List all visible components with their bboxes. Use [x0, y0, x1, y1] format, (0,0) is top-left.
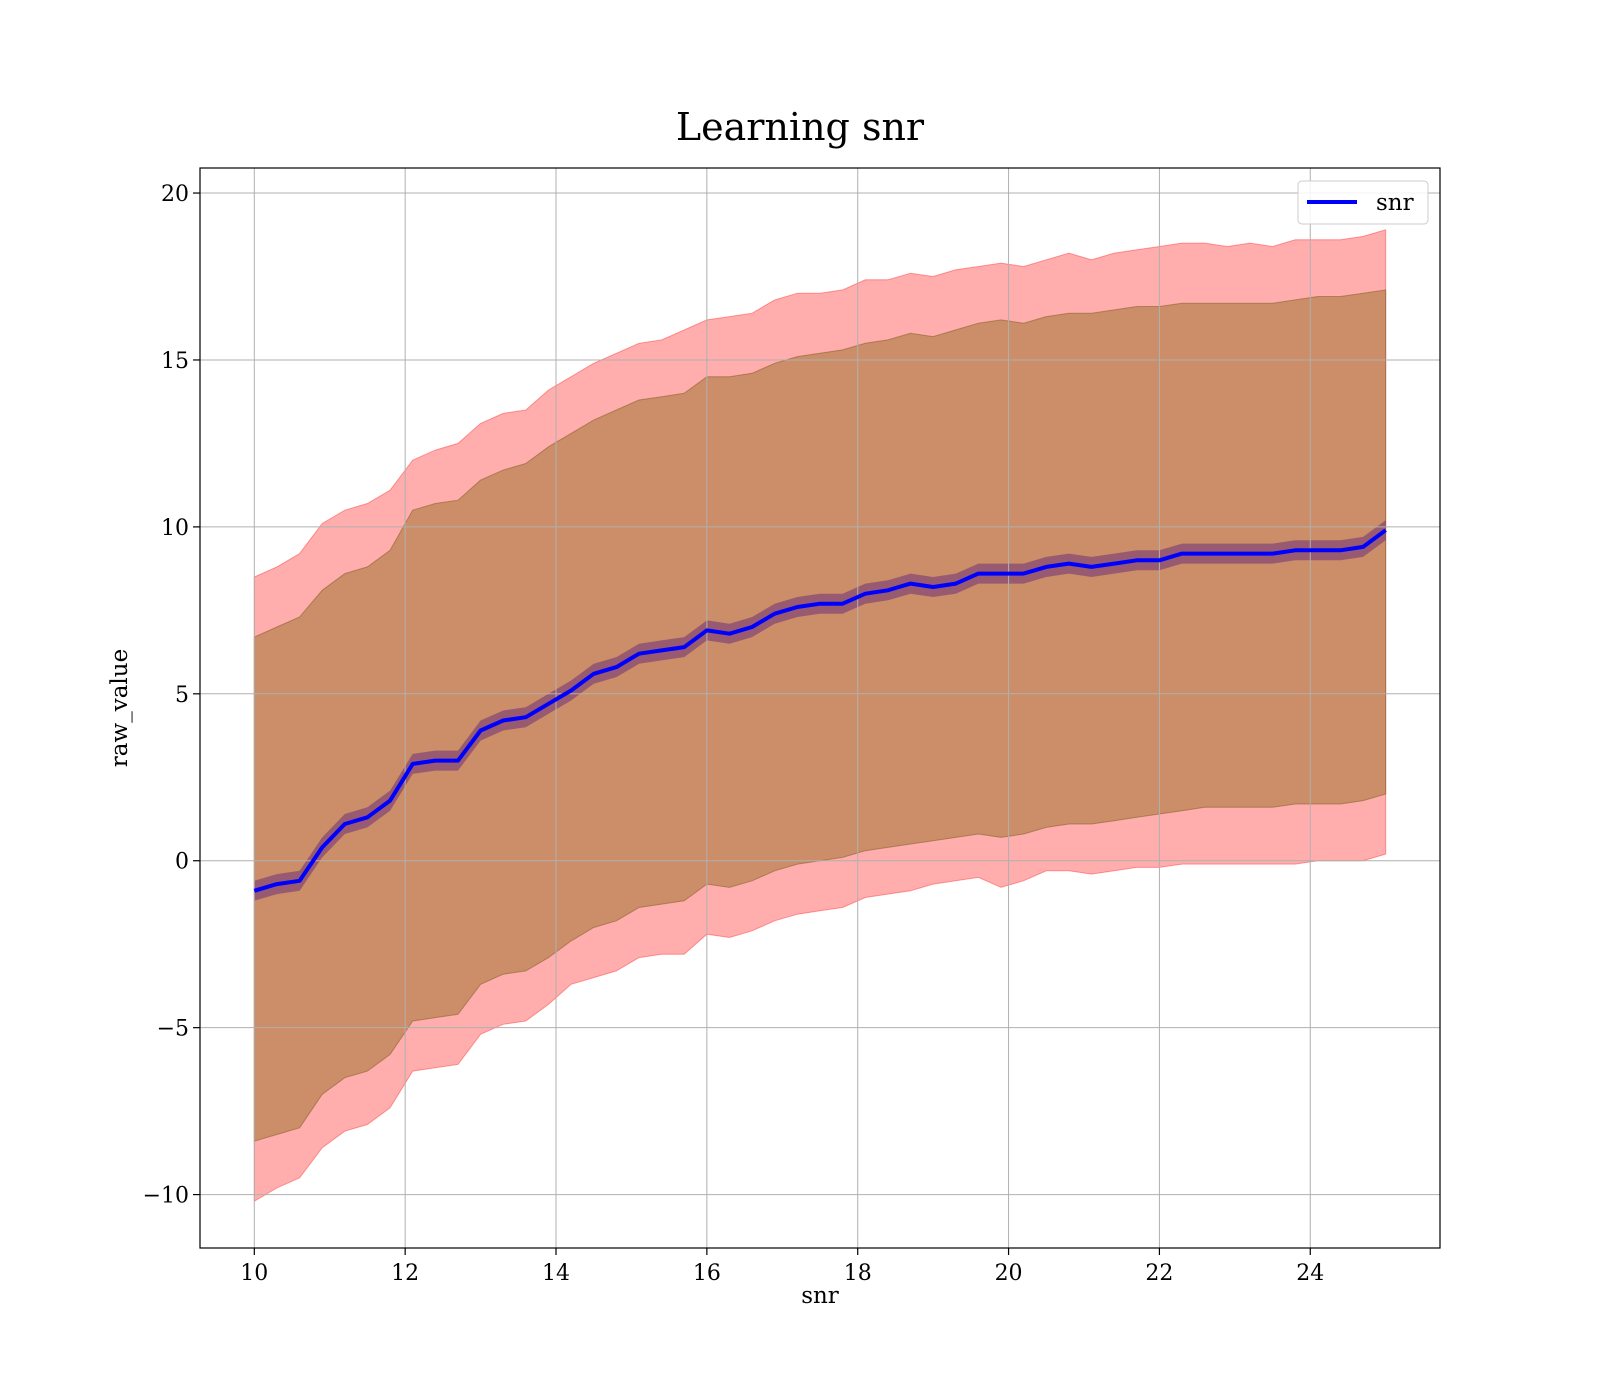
y-tick-label: 10	[161, 516, 189, 541]
y-tick-label: 20	[161, 182, 189, 207]
snr-error-band	[254, 520, 1386, 901]
y-axis-label: raw_value	[107, 649, 133, 767]
plot-frame	[199, 167, 1441, 1249]
x-axis-label: snr	[801, 1283, 839, 1309]
x-axis: 10 12 14 16 18 20 22 24	[240, 1248, 1324, 1286]
x-tick-label: 22	[1145, 1261, 1173, 1286]
x-tick-label: 24	[1296, 1261, 1324, 1286]
legend-box	[1297, 180, 1429, 225]
x-tick-label: 10	[240, 1261, 268, 1286]
bands-layer	[253, 229, 1387, 1203]
series-layer	[253, 528, 1387, 893]
legend: snr	[1297, 180, 1429, 225]
snr-line	[253, 528, 1387, 893]
legend-label-snr: snr	[1376, 190, 1414, 216]
x-tick-label: 12	[391, 1261, 419, 1286]
y-axis: −10 −5 0 5 10 15 20	[143, 182, 200, 1209]
grid-layer	[200, 168, 1440, 1248]
inner-band	[253, 289, 1387, 1142]
y-tick-label: −10	[143, 1184, 189, 1209]
x-tick-label: 18	[844, 1261, 872, 1286]
y-tick-label: −5	[157, 1017, 189, 1042]
outer-band	[253, 229, 1387, 1203]
x-tick-label: 14	[542, 1261, 570, 1286]
x-tick-label: 16	[693, 1261, 721, 1286]
y-tick-label: 5	[175, 683, 189, 708]
y-tick-label: 15	[161, 349, 189, 374]
chart-title: Learning snr	[676, 105, 925, 149]
y-tick-label: 0	[175, 850, 189, 875]
x-tick-label: 20	[995, 1261, 1023, 1286]
